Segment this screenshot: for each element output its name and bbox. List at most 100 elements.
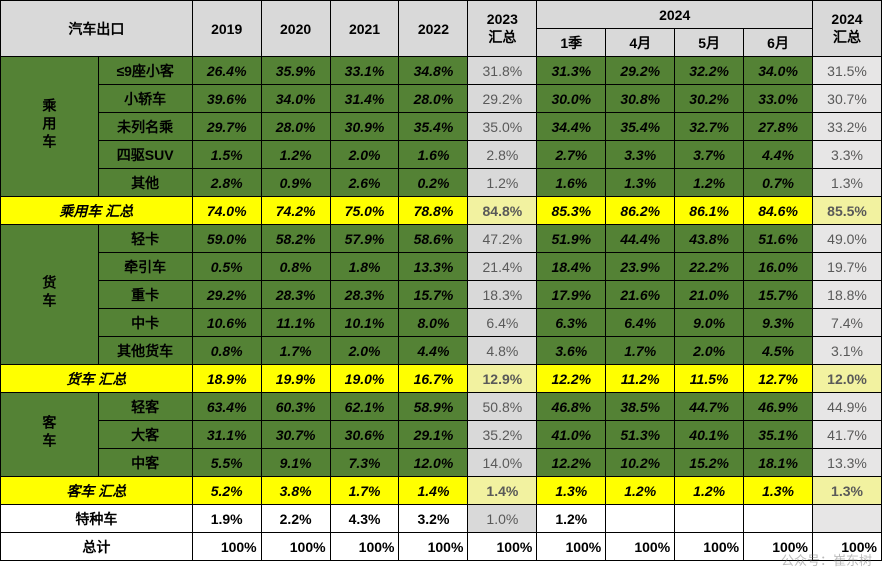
data-cell: 18.3% (468, 281, 537, 309)
row-label: 其他货车 (98, 337, 192, 365)
data-cell: 28.0% (399, 85, 468, 113)
data-cell: 1.6% (399, 141, 468, 169)
subtotal-cell: 84.6% (744, 197, 813, 225)
row-label: 大客 (98, 421, 192, 449)
data-cell: 51.6% (744, 225, 813, 253)
data-cell: 35.2% (468, 421, 537, 449)
total-label: 总计 (1, 533, 193, 561)
col-2022: 2022 (399, 1, 468, 57)
data-cell: 4.5% (744, 337, 813, 365)
data-cell: 46.9% (744, 393, 813, 421)
subtotal-cell: 1.3% (744, 477, 813, 505)
data-cell: 29.2% (468, 85, 537, 113)
data-cell: 3.3% (813, 141, 882, 169)
subtotal-cell: 84.8% (468, 197, 537, 225)
subtotal-cell: 18.9% (192, 365, 261, 393)
subtotal-cell: 3.8% (261, 477, 330, 505)
subtotal-cell: 5.2% (192, 477, 261, 505)
subtotal-row: 乘用车 汇总74.0%74.2%75.0%78.8%84.8%85.3%86.2… (1, 197, 882, 225)
data-cell: 58.6% (399, 225, 468, 253)
special-cell (813, 505, 882, 533)
data-cell: 0.8% (192, 337, 261, 365)
table-row: 乘用车≤9座小客26.4%35.9%33.1%34.8%31.8%31.3%29… (1, 57, 882, 85)
col-2024-may: 5月 (675, 29, 744, 57)
data-cell: 38.5% (606, 393, 675, 421)
data-cell: 7.3% (330, 449, 399, 477)
export-table: 汽车出口 2019 2020 2021 2022 2023 汇总 2024 20… (0, 0, 882, 561)
data-cell: 32.2% (675, 57, 744, 85)
special-cell: 1.2% (537, 505, 606, 533)
data-cell: 1.2% (468, 169, 537, 197)
data-cell: 1.8% (330, 253, 399, 281)
col-2024-group: 2024 (537, 1, 813, 29)
row-label: 小轿车 (98, 85, 192, 113)
total-cell: 100% (744, 533, 813, 561)
special-cell: 1.0% (468, 505, 537, 533)
data-cell: 29.7% (192, 113, 261, 141)
data-cell: 33.2% (813, 113, 882, 141)
table-row: 大客31.1%30.7%30.6%29.1%35.2%41.0%51.3%40.… (1, 421, 882, 449)
data-cell: 5.5% (192, 449, 261, 477)
table-row: 中卡10.6%11.1%10.1%8.0%6.4%6.3%6.4%9.0%9.3… (1, 309, 882, 337)
data-cell: 0.5% (192, 253, 261, 281)
subtotal-cell: 1.2% (606, 477, 675, 505)
subtotal-cell: 19.9% (261, 365, 330, 393)
subtotal-cell: 19.0% (330, 365, 399, 393)
data-cell: 51.3% (606, 421, 675, 449)
data-cell: 63.4% (192, 393, 261, 421)
data-cell: 15.7% (399, 281, 468, 309)
data-cell: 2.8% (468, 141, 537, 169)
total-cell: 100% (399, 533, 468, 561)
data-cell: 3.6% (537, 337, 606, 365)
data-cell: 44.9% (813, 393, 882, 421)
data-cell: 10.2% (606, 449, 675, 477)
data-cell: 21.6% (606, 281, 675, 309)
total-cell: 100% (192, 533, 261, 561)
subtotal-row: 客车 汇总5.2%3.8%1.7%1.4%1.4%1.3%1.2%1.2%1.3… (1, 477, 882, 505)
data-cell: 57.9% (330, 225, 399, 253)
data-cell: 11.1% (261, 309, 330, 337)
special-cell (606, 505, 675, 533)
subtotal-label: 乘用车 汇总 (1, 197, 193, 225)
subtotal-cell: 86.2% (606, 197, 675, 225)
data-cell: 18.1% (744, 449, 813, 477)
group-label: 货车 (1, 225, 99, 365)
row-label: 中客 (98, 449, 192, 477)
table-row: 中客5.5%9.1%7.3%12.0%14.0%12.2%10.2%15.2%1… (1, 449, 882, 477)
data-cell: 39.6% (192, 85, 261, 113)
table-row: 货车轻卡59.0%58.2%57.9%58.6%47.2%51.9%44.4%4… (1, 225, 882, 253)
special-label: 特种车 (1, 505, 193, 533)
data-cell: 7.4% (813, 309, 882, 337)
table-row: 其他2.8%0.9%2.6%0.2%1.2%1.6%1.3%1.2%0.7%1.… (1, 169, 882, 197)
data-cell: 16.0% (744, 253, 813, 281)
data-cell: 30.6% (330, 421, 399, 449)
subtotal-cell: 86.1% (675, 197, 744, 225)
special-cell: 1.9% (192, 505, 261, 533)
data-cell: 30.7% (261, 421, 330, 449)
data-cell: 2.6% (330, 169, 399, 197)
data-cell: 0.8% (261, 253, 330, 281)
subtotal-cell: 1.2% (675, 477, 744, 505)
data-cell: 34.4% (537, 113, 606, 141)
total-cell: 100% (675, 533, 744, 561)
data-cell: 30.8% (606, 85, 675, 113)
data-cell: 44.4% (606, 225, 675, 253)
subtotal-cell: 16.7% (399, 365, 468, 393)
data-cell: 32.7% (675, 113, 744, 141)
data-cell: 1.3% (813, 169, 882, 197)
data-cell: 6.4% (468, 309, 537, 337)
data-cell: 0.2% (399, 169, 468, 197)
data-cell: 47.2% (468, 225, 537, 253)
data-cell: 34.0% (744, 57, 813, 85)
data-cell: 21.0% (675, 281, 744, 309)
data-cell: 31.5% (813, 57, 882, 85)
subtotal-cell: 74.2% (261, 197, 330, 225)
data-cell: 49.0% (813, 225, 882, 253)
data-cell: 34.8% (399, 57, 468, 85)
data-cell: 18.8% (813, 281, 882, 309)
data-cell: 33.0% (744, 85, 813, 113)
special-cell: 2.2% (261, 505, 330, 533)
row-label: 轻客 (98, 393, 192, 421)
data-cell: 62.1% (330, 393, 399, 421)
subtotal-label: 客车 汇总 (1, 477, 193, 505)
